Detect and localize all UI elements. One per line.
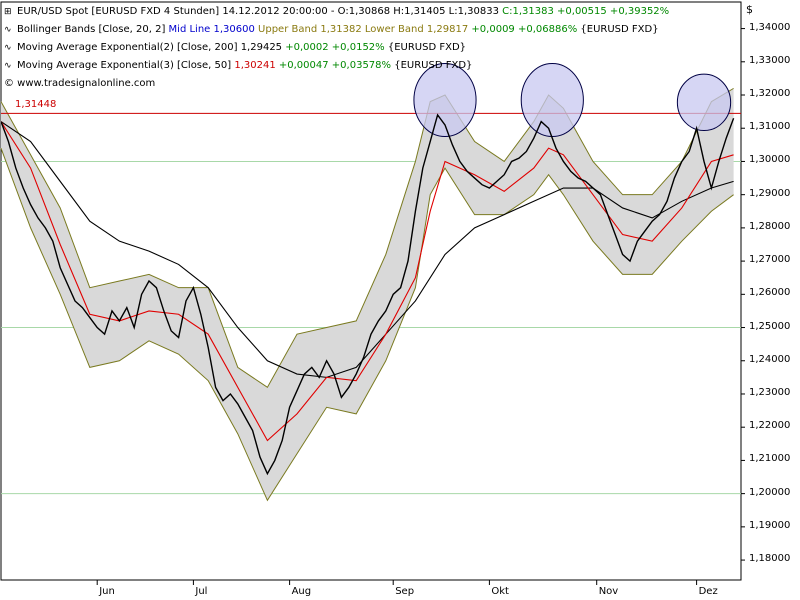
legend-row-ema200: ∿ Moving Average Exponential(2) [Close, 2… <box>4 39 669 57</box>
highlight-circle <box>676 73 732 132</box>
y-tick-label: 1,33000 <box>749 54 791 66</box>
y-tick-label: 1,29000 <box>749 187 791 199</box>
x-tick-label: Jul <box>195 586 208 597</box>
indicator-icon: ∿ <box>4 43 12 53</box>
y-tick-label: 1,24000 <box>749 353 791 365</box>
y-tick-label: 1,20000 <box>749 486 791 498</box>
y-tick-label: 1,26000 <box>749 287 791 299</box>
legend-ema50-prefix: Moving Average Exponential(3) [Close, 50… <box>17 60 232 71</box>
legend-row-bollinger: ∿ Bollinger Bands [Close, 20, 2] Mid Line… <box>4 21 669 39</box>
candlestick-icon: ⊞ <box>4 7 12 17</box>
x-tick-label: Aug <box>291 586 312 597</box>
y-tick-label: 1,31000 <box>749 121 791 133</box>
currency-symbol: $ <box>746 3 753 16</box>
y-tick-label: 1,28000 <box>749 220 791 232</box>
reference-line-label: 1,31448 <box>15 99 57 111</box>
highlight-circle <box>413 62 477 138</box>
legend-row-price: ⊞ EUR/USD Spot [EURUSD FXD 4 Stunden] 14.… <box>4 3 669 21</box>
y-tick-label: 1,32000 <box>749 88 791 99</box>
y-tick-label: 1,18000 <box>749 553 791 565</box>
legend-bb-change: +0,0009 +0,06886% <box>471 24 578 35</box>
copyright-text: © www.tradesignalonline.com <box>4 78 156 89</box>
legend-ema50-value: 1,30241 <box>234 60 276 71</box>
lower-band-line <box>0 147 734 502</box>
legend-bb-mid: Mid Line 1,30600 <box>168 24 255 35</box>
legend-bb-suffix: {EURUSD FXD} <box>580 24 659 35</box>
x-tick-label: Jun <box>99 586 115 597</box>
legend-row-copyright: © www.tradesignalonline.com <box>4 75 669 92</box>
legend-ema50-suffix: {EURUSD FXD} <box>394 60 473 71</box>
x-tick-label: Okt <box>491 586 509 597</box>
price-line <box>0 113 735 476</box>
y-tick-label: 1,19000 <box>749 519 791 531</box>
legend-main-text: EUR/USD Spot [EURUSD FXD 4 Stunden] 14.1… <box>17 6 499 17</box>
legend-main-close: C:1,31383 +0,00515 +0,39352% <box>502 6 670 17</box>
x-tick-label: Nov <box>598 586 619 597</box>
indicator-icon: ∿ <box>4 25 12 35</box>
legend-bb-prefix: Bollinger Bands [Close, 20, 2] <box>17 24 166 35</box>
y-tick-label: 1,34000 <box>749 21 791 33</box>
ema200-line <box>0 121 734 378</box>
x-tick-label: Dez <box>698 586 718 597</box>
y-tick-label: 1,21000 <box>749 453 791 465</box>
y-tick-label: 1,25000 <box>749 320 791 332</box>
bollinger-band-fill <box>1 88 734 501</box>
legend-ema200-change: +0,0002 +0,0152% <box>285 42 385 53</box>
y-tick-label: 1,27000 <box>749 254 791 266</box>
legend-bb-bands: Upper Band 1,31382 Lower Band 1,29817 <box>258 24 469 35</box>
legend-row-ema50: ∿ Moving Average Exponential(3) [Close, 5… <box>4 57 669 75</box>
chart-legend: ⊞ EUR/USD Spot [EURUSD FXD 4 Stunden] 14.… <box>4 3 669 92</box>
legend-ema200-prefix: Moving Average Exponential(2) [Close, 20… <box>17 42 283 53</box>
legend-ema50-change: +0,00047 +0,03578% <box>278 60 392 71</box>
y-tick-label: 1,22000 <box>749 420 791 432</box>
x-tick-label: Sep <box>395 586 415 597</box>
indicator-icon: ∿ <box>4 61 12 71</box>
y-tick-label: 1,30000 <box>749 154 791 166</box>
upper-band-line <box>0 87 734 389</box>
legend-ema200-suffix: {EURUSD FXD} <box>387 42 467 53</box>
y-tick-label: 1,23000 <box>749 386 791 398</box>
